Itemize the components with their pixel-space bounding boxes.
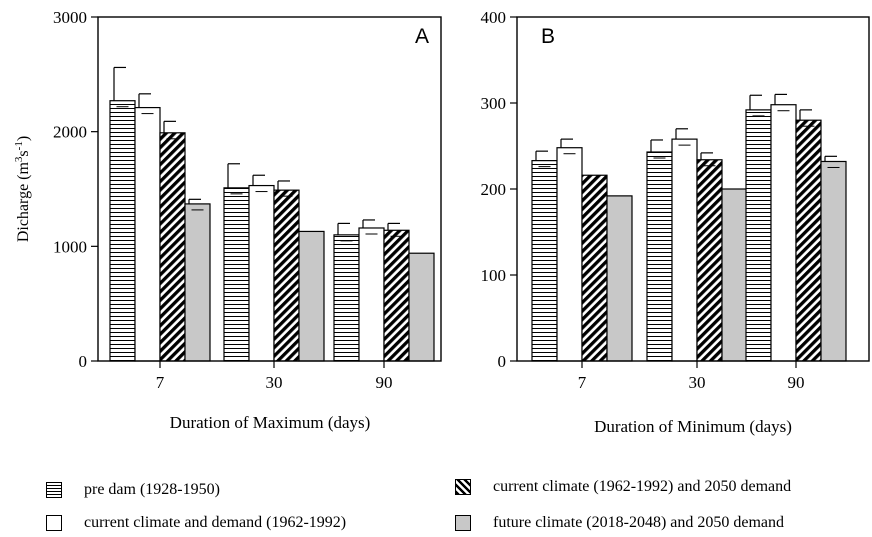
y-axis-label-text: ) <box>15 136 32 141</box>
x-tick-label: 7 <box>578 373 587 392</box>
legend-item-current-climate-2050: current climate (1962-1992) and 2050 dem… <box>455 478 791 496</box>
x-tick-label: 90 <box>788 373 805 392</box>
legend-label: future climate (2018-2048) and 2050 dema… <box>493 514 785 531</box>
y-axis-label: Dicharge (m3s-1) <box>13 136 32 242</box>
y-tick-label: 200 <box>481 180 507 199</box>
y-tick-label: 400 <box>481 8 507 27</box>
legend-swatch-horizontal-lines <box>46 482 62 498</box>
legend-item-future-climate: future climate (2018-2048) and 2050 dema… <box>455 514 784 532</box>
panel-label: A <box>415 25 429 48</box>
bar <box>606 195 633 362</box>
bar <box>159 132 186 362</box>
x-tick-label: 30 <box>266 373 283 392</box>
y-axis-label-superscript: -1 <box>13 141 25 150</box>
bar <box>358 227 385 362</box>
legend-label: pre dam (1928-1950) <box>84 481 220 498</box>
legend-item-pre-dam: pre dam (1928-1950) <box>46 481 220 499</box>
x-tick-label: 7 <box>156 373 165 392</box>
y-axis-label-text: Dicharge (m <box>15 162 32 243</box>
y-tick-label: 3000 <box>53 8 87 27</box>
bar <box>770 104 797 362</box>
bar <box>248 184 275 362</box>
legend-swatch-gray <box>455 515 471 531</box>
bar <box>581 174 608 362</box>
bar <box>273 189 300 362</box>
bar <box>745 109 772 362</box>
x-axis-label: Duration of Minimum (days) <box>594 417 792 436</box>
bar <box>671 138 698 362</box>
bar <box>696 159 723 362</box>
panel-a: 7 30 90 0 1000 2000 3000 A Duration of Maximum (… <box>13 8 442 432</box>
bar <box>333 234 360 362</box>
panel-label: B <box>541 25 555 48</box>
bar <box>109 100 136 362</box>
x-tick-label: 90 <box>376 373 393 392</box>
y-tick-label: 1000 <box>53 237 87 256</box>
bar <box>184 203 211 362</box>
bar <box>383 229 410 362</box>
y-tick-label: 300 <box>481 94 507 113</box>
y-tick-label: 100 <box>481 266 507 285</box>
bar <box>820 160 847 362</box>
y-tick-label: 0 <box>79 352 88 371</box>
bar <box>298 230 325 362</box>
x-tick-label: 30 <box>689 373 706 392</box>
bar <box>408 252 435 362</box>
panel-b: 7 30 90 0 100 200 300 400 B Duration of Minimum (… <box>481 8 870 436</box>
plot-frame <box>97 16 442 362</box>
y-axis-label-superscript: 3 <box>13 156 25 162</box>
bar <box>556 147 583 362</box>
bar <box>795 119 822 362</box>
bar <box>721 188 748 362</box>
bar <box>531 160 558 362</box>
legend-item-current-climate-demand: current climate and demand (1962-1992) <box>46 514 346 532</box>
y-tick-label: 0 <box>498 352 507 371</box>
bar <box>646 151 673 362</box>
x-axis-label: Duration of Maximum (days) <box>170 413 371 432</box>
bar <box>134 106 161 362</box>
legend-swatch-white <box>46 515 62 531</box>
bar <box>223 187 250 362</box>
legend-label: current climate (1962-1992) and 2050 dem… <box>493 478 792 495</box>
y-tick-label: 2000 <box>53 123 87 142</box>
y-axis-label-text: s <box>15 150 32 156</box>
legend-swatch-diagonal-hatch <box>455 479 471 495</box>
legend-label: current climate and demand (1962-1992) <box>84 514 347 531</box>
